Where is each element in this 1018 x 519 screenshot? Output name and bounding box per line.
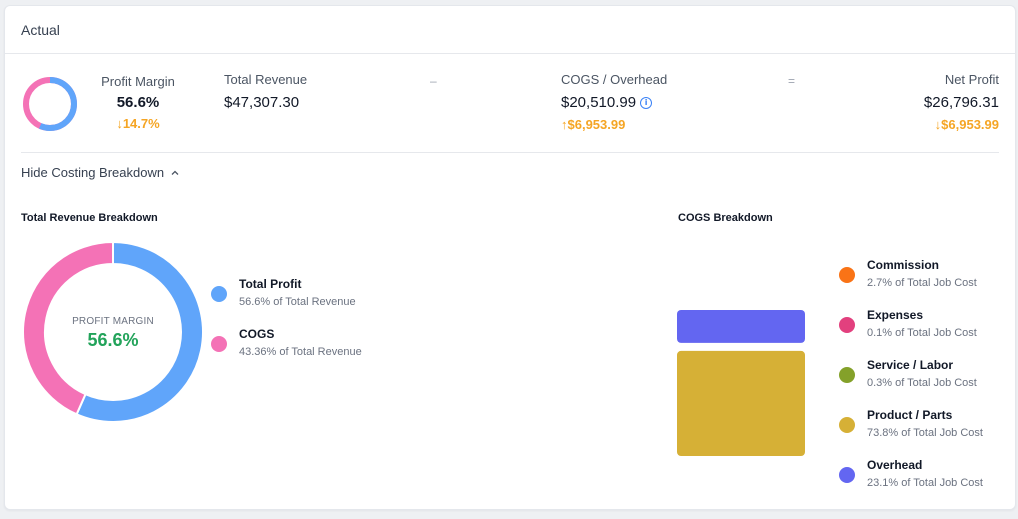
bar-segment-overhead [677,310,805,343]
legend-title: Overhead [867,458,923,472]
legend-subtitle: 43.36% of Total Revenue [239,346,362,358]
arrow-down-icon: ↓ [934,117,942,132]
legend-item-overhead: Overhead 23.1% of Total Job Cost [839,458,983,489]
legend-title: COGS [239,327,275,341]
profit-margin-value: 56.6% [116,94,160,111]
legend-dot [839,267,855,283]
hide-costing-breakdown-toggle[interactable]: Hide Costing Breakdown [21,165,180,180]
legend-dot [211,336,227,352]
bar-segment-product-parts [677,350,805,456]
cogs-breakdown-title: COGS Breakdown [678,212,773,224]
arrow-down-icon: ↓ [116,116,123,131]
cogs-metric: COGS / Overhead $20,510.99 i ↑$6,953.99 [561,72,667,132]
legend-subtitle: 0.3% of Total Job Cost [867,377,977,389]
chevron-up-icon [171,170,179,175]
legend-subtitle: 56.6% of Total Revenue [239,296,356,308]
equals-symbol: = [788,74,796,88]
legend-dot [839,367,855,383]
profit-margin-change: ↓14.7% [116,116,160,131]
donut-center-value: 56.6% [87,330,139,350]
cogs-value-row: $20,510.99 i [561,94,667,111]
profit-margin-metric: Profit Margin 56.6% ↓14.7% [98,74,178,131]
legend-title: Product / Parts [867,408,953,422]
legend-item-product-parts: Product / Parts 73.8% of Total Job Cost [839,408,983,439]
arrow-up-icon: ↑ [561,117,568,132]
revenue-donut-chart [23,242,203,422]
total-revenue-metric: Total Revenue $47,307.30 [224,72,307,111]
donut-slice-cogs [23,242,114,416]
cogs-change: ↑$6,953.99 [561,117,626,132]
legend-dot [839,417,855,433]
toggle-label: Hide Costing Breakdown [21,165,165,180]
legend-dot [839,317,855,333]
legend-dot [211,286,227,302]
legend-title: Total Profit [239,277,302,291]
legend-subtitle: 23.1% of Total Job Cost [867,477,983,489]
legend-dot [839,467,855,483]
total-revenue-label: Total Revenue [224,72,308,87]
profit-margin-mini-donut [23,77,77,131]
card-title: Actual [5,6,1015,54]
legend-item-expenses: Expenses 0.1% of Total Job Cost [839,308,977,339]
legend-title: Commission [867,258,940,272]
cogs-stacked-bar [677,310,805,456]
donut-center-label: PROFIT MARGIN [72,316,154,327]
net-profit-metric: Net Profit $26,796.31 ↓$6,953.99 [924,72,999,132]
actual-card: Actual Profit Margin 56.6% ↓14.7% Total … [4,5,1016,510]
legend-title: Expenses [867,308,924,322]
revenue-breakdown-title: Total Revenue Breakdown [21,212,158,224]
net-profit-label: Net Profit [944,72,999,87]
legend-subtitle: 73.8% of Total Job Cost [867,427,983,439]
legend-item-commission: Commission 2.7% of Total Job Cost [839,258,977,289]
profit-margin-label: Profit Margin [101,74,175,89]
donut-slice-total-profit [75,242,203,422]
legend-item-total-profit: Total Profit 56.6% of Total Revenue [211,277,356,308]
cogs-label: COGS / Overhead [561,72,668,87]
legend-item-cogs: COGS 43.36% of Total Revenue [211,327,362,358]
info-icon[interactable]: i [640,97,653,109]
legend-item-service-labor: Service / Labor 0.3% of Total Job Cost [839,358,977,389]
cogs-value: $20,510.99 [561,94,637,111]
donut-center: PROFIT MARGIN 56.6% [23,242,203,422]
legend-subtitle: 2.7% of Total Job Cost [867,277,977,289]
net-profit-value: $26,796.31 [923,94,999,111]
total-revenue-value: $47,307.30 [224,94,300,111]
legend-subtitle: 0.1% of Total Job Cost [867,327,977,339]
net-profit-change: ↓$6,953.99 [934,117,999,132]
minus-symbol: – [430,74,437,88]
mini-donut-arc [23,77,77,131]
legend-title: Service / Labor [867,358,954,372]
summary-row: Profit Margin 56.6% ↓14.7% Total Revenue… [5,54,1015,153]
section-divider [21,152,999,153]
